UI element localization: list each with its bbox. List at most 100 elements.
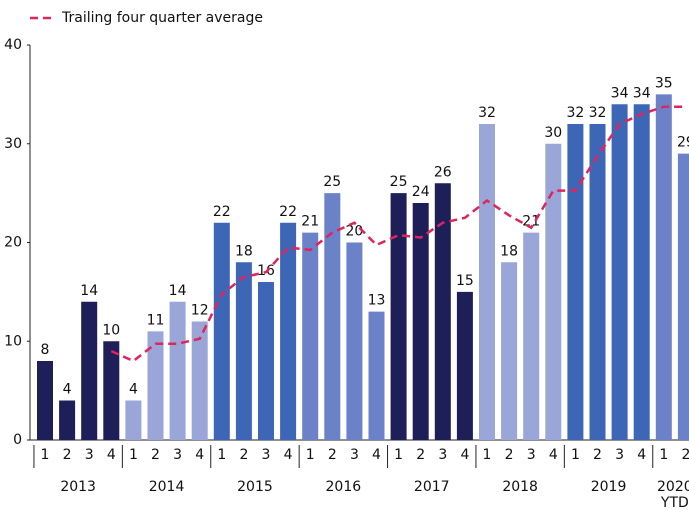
- y-tick-label: 40: [4, 37, 22, 53]
- bar: [346, 242, 363, 440]
- bar: [611, 104, 628, 440]
- data-label: 22: [213, 204, 231, 220]
- x-tick-label: 3: [85, 447, 94, 463]
- group-label: 2019: [591, 479, 627, 495]
- x-tick-label: 2: [151, 447, 160, 463]
- data-label: 12: [191, 303, 209, 319]
- x-tick-label: 4: [549, 447, 558, 463]
- data-label: 13: [368, 293, 386, 309]
- bar: [368, 311, 385, 440]
- data-label: 22: [279, 204, 297, 220]
- x-tick-label: 3: [615, 447, 624, 463]
- group-label: 2015: [237, 479, 273, 495]
- bar: [479, 124, 495, 440]
- x-tick-label: 2: [63, 447, 72, 463]
- data-label: 4: [63, 382, 72, 398]
- bar: [501, 262, 518, 440]
- data-label: 34: [611, 85, 629, 101]
- data-label: 21: [301, 214, 319, 230]
- x-tick-label: 3: [350, 447, 359, 463]
- bar: [258, 282, 274, 440]
- y-tick-label: 30: [4, 136, 22, 152]
- group-label: 2013: [60, 479, 96, 495]
- data-label: 15: [456, 273, 474, 289]
- data-label: 29: [677, 135, 689, 151]
- bar: [633, 104, 650, 440]
- data-label: 18: [500, 243, 518, 259]
- x-tick-label: 4: [195, 447, 204, 463]
- group-label: 2016: [326, 479, 362, 495]
- data-label: 30: [544, 125, 562, 141]
- x-tick-label: 1: [571, 447, 580, 463]
- x-tick-label: 1: [217, 447, 226, 463]
- x-tick-label: 1: [394, 447, 403, 463]
- x-tick-label: 2: [681, 447, 689, 463]
- bar: [589, 124, 606, 440]
- x-tick-label: 3: [262, 447, 271, 463]
- data-label: 35: [655, 75, 673, 91]
- x-tick-label: 2: [416, 447, 425, 463]
- bar: [390, 193, 407, 440]
- group-label: 2020: [657, 479, 689, 495]
- bar: [81, 301, 98, 440]
- bar: [280, 222, 297, 440]
- data-label: 8: [41, 342, 50, 358]
- bar: [169, 301, 186, 440]
- x-tick-label: 4: [372, 447, 381, 463]
- bar: [213, 222, 230, 440]
- x-tick-label: 3: [438, 447, 447, 463]
- group-note: YTD: [660, 495, 689, 510]
- x-tick-label: 3: [527, 447, 536, 463]
- x-tick-label: 2: [328, 447, 337, 463]
- bar: [412, 203, 429, 440]
- bar: [37, 361, 53, 440]
- data-label: 26: [434, 164, 452, 180]
- data-label: 20: [345, 224, 363, 240]
- group-label: 2017: [414, 479, 450, 495]
- x-tick-label: 3: [173, 447, 182, 463]
- x-tick-label: 4: [460, 447, 469, 463]
- bar: [655, 94, 672, 440]
- trend-line: [110, 105, 686, 363]
- data-label: 24: [412, 184, 430, 200]
- data-label: 34: [633, 85, 651, 101]
- x-tick-label: 1: [659, 447, 668, 463]
- bar: [456, 291, 473, 440]
- data-label: 25: [323, 174, 341, 190]
- data-label: 32: [478, 105, 496, 121]
- x-tick-label: 4: [107, 447, 116, 463]
- bar: [191, 321, 208, 440]
- data-label: 18: [235, 243, 253, 259]
- data-label: 14: [169, 283, 187, 299]
- x-tick-label: 2: [239, 447, 248, 463]
- x-tick-label: 1: [483, 447, 492, 463]
- x-tick-label: 4: [284, 447, 293, 463]
- x-tick-label: 2: [593, 447, 602, 463]
- y-tick-label: 20: [4, 235, 22, 251]
- bar: [302, 232, 319, 440]
- x-tick-label: 1: [306, 447, 315, 463]
- data-label: 10: [102, 322, 120, 338]
- bar: [59, 400, 76, 440]
- data-label: 25: [390, 174, 408, 190]
- bar: [147, 331, 164, 440]
- legend-label: Trailing four quarter average: [61, 10, 263, 26]
- bar: [434, 183, 451, 440]
- data-label: 4: [129, 382, 138, 398]
- bar: [125, 400, 142, 440]
- y-tick-label: 10: [4, 333, 22, 349]
- data-label: 14: [80, 283, 98, 299]
- x-tick-label: 2: [505, 447, 514, 463]
- data-label: 11: [147, 312, 165, 328]
- bar: [567, 124, 584, 440]
- bar: [545, 143, 562, 440]
- data-label: 32: [566, 105, 584, 121]
- x-tick-label: 4: [637, 447, 646, 463]
- bar: [324, 193, 341, 440]
- data-label: 32: [589, 105, 607, 121]
- bar: [677, 153, 689, 440]
- group-label: 2014: [149, 479, 185, 495]
- x-tick-label: 1: [129, 447, 138, 463]
- group-label: 2018: [502, 479, 538, 495]
